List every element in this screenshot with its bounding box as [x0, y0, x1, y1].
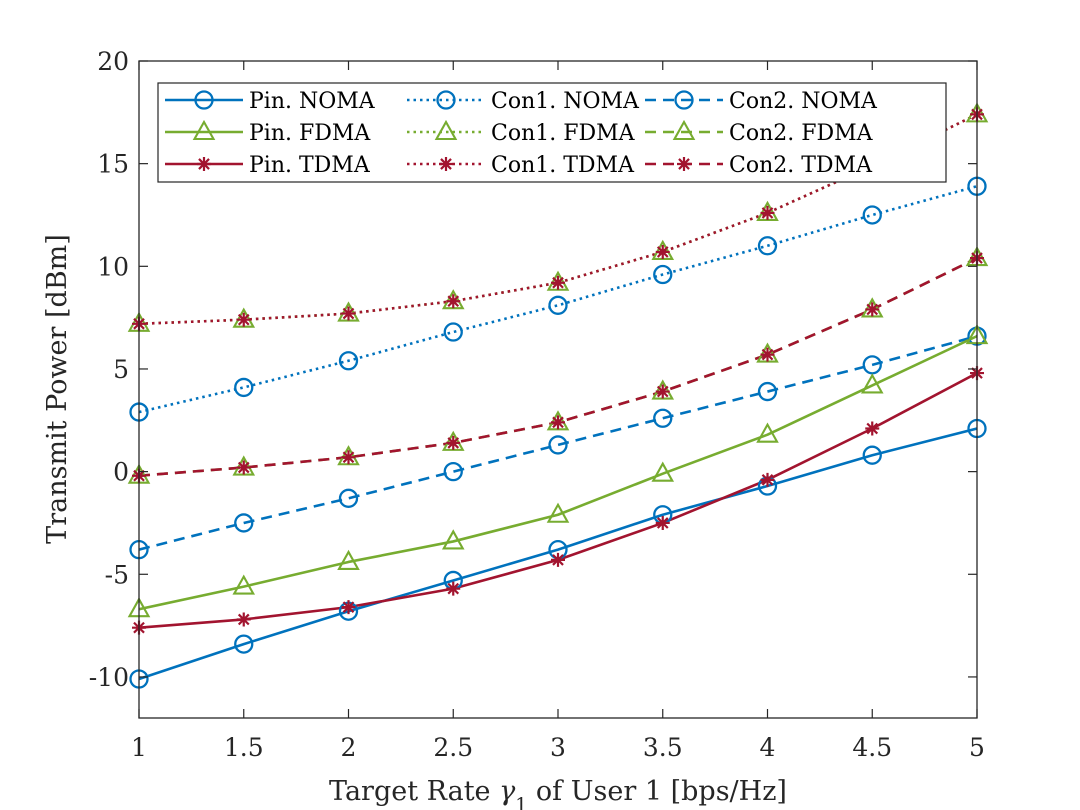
data-point-pin-tdma-1: [236, 612, 251, 627]
x-tick-label: 2: [341, 733, 357, 762]
y-axis-label: Transmit Power [dBm]: [42, 234, 73, 544]
data-point-con2-tdma-2: [341, 450, 356, 465]
data-point-con1-noma-5: [653, 264, 673, 285]
legend-label: Pin. NOMA: [249, 89, 376, 114]
data-point-con1-noma-3: [443, 322, 463, 342]
x-tick-label: 1: [131, 733, 147, 762]
data-point-pin-fdma-7: [860, 373, 884, 394]
data-point-con1-tdma-1: [236, 312, 251, 327]
data-point-con2-noma-1: [234, 513, 254, 533]
y-tick-label: 0: [113, 458, 129, 487]
legend-entry-con1-tdma: Con1. TDMA: [407, 153, 635, 178]
data-point-con2-tdma-1: [236, 460, 251, 475]
legend-marker-con2-fdma: [672, 119, 696, 141]
data-point-pin-noma-7: [862, 445, 882, 465]
legend-marker-pin-fdma: [192, 119, 216, 141]
legend-label: Con2. NOMA: [729, 89, 878, 114]
legend-label: Con2. TDMA: [729, 153, 873, 178]
legend-entry-con1-noma: Con1. NOMA: [407, 89, 640, 114]
data-point-con2-noma-5: [653, 408, 673, 428]
legend-entry-con1-fdma: Con1. FDMA: [407, 119, 636, 146]
legend-marker-pin-noma: [194, 90, 214, 110]
y-tick-label: 20: [97, 47, 129, 76]
data-point-pin-tdma-6: [760, 472, 775, 487]
series-line-pin-noma: [139, 427, 977, 681]
legend-label: Con2. FDMA: [729, 121, 874, 146]
data-point-pin-fdma-6: [756, 422, 779, 443]
data-point-con1-noma-7: [862, 205, 882, 225]
data-point-pin-tdma-2: [341, 600, 356, 615]
data-point-pin-noma-1: [234, 634, 254, 654]
data-point-pin-tdma-5: [655, 515, 670, 530]
legend: Pin. NOMA Con1. NOMA Con2. NOMA Pin. FDMA Co…: [157, 82, 947, 183]
y-tick-label: -10: [89, 663, 129, 692]
x-tick-label: 4: [760, 733, 776, 762]
x-tick-label: 4.5: [852, 733, 892, 762]
x-tick-label: 3.5: [643, 733, 683, 762]
legend-box: [157, 82, 947, 183]
data-point-con1-noma-6: [757, 236, 778, 256]
legend-marker-con1-noma: [436, 90, 456, 110]
legend-label: Pin. TDMA: [249, 153, 371, 178]
y-tick-label: 10: [97, 252, 129, 281]
y-tick-label: -5: [105, 560, 129, 589]
legend-marker-pin-tdma: [197, 157, 211, 171]
data-point-pin-fdma-3: [441, 529, 465, 550]
data-point-con2-noma-2: [338, 488, 359, 508]
data-point-con2-noma-4: [548, 435, 568, 455]
series-line-con1-noma: [139, 184, 977, 414]
legend-entry-pin-tdma: Pin. TDMA: [165, 153, 371, 178]
data-point-pin-fdma-4: [546, 502, 570, 523]
legend-entry-con2-tdma: Con2. TDMA: [645, 153, 873, 178]
data-point-con1-noma-2: [338, 351, 359, 371]
data-point-con1-tdma-4: [551, 275, 565, 290]
data-point-con2-tdma-7: [865, 302, 880, 317]
data-point-pin-tdma-4: [551, 552, 565, 567]
y-tick-label: 5: [113, 355, 129, 384]
series-line-pin-fdma: [139, 334, 977, 611]
legend-entry-con2-noma: Con2. NOMA: [645, 89, 878, 114]
data-point-con2-tdma-6: [760, 347, 775, 362]
data-point-con1-tdma-6: [760, 205, 775, 220]
data-point-pin-fdma-5: [651, 461, 675, 482]
legend-entry-con2-fdma: Con2. FDMA: [645, 119, 874, 146]
data-point-con2-tdma-5: [655, 384, 670, 399]
data-point-con2-tdma-4: [551, 415, 565, 430]
data-point-con1-tdma-2: [341, 306, 356, 321]
x-tick-label: 5: [969, 733, 985, 762]
data-point-con2-tdma-3: [446, 435, 461, 450]
legend-label: Con1. TDMA: [491, 153, 635, 178]
legend-label: Con1. FDMA: [491, 121, 636, 146]
x-tick-label: 3: [550, 733, 566, 762]
data-point-con2-noma-3: [443, 461, 463, 482]
legend-label: Con1. NOMA: [491, 89, 640, 114]
data-point-con1-tdma-5: [655, 244, 670, 259]
data-point-con1-noma-4: [548, 295, 568, 315]
data-point-con2-noma-6: [757, 381, 778, 402]
data-point-pin-tdma-7: [865, 421, 880, 436]
y-tick-label: 15: [97, 150, 129, 179]
series-line-con2-noma: [139, 334, 977, 551]
legend-marker-con1-tdma: [439, 157, 453, 171]
data-point-pin-fdma-1: [232, 574, 256, 595]
x-axis-label: Target Rate γ1 of User 1 [bps/Hz]: [329, 776, 787, 810]
legend-entry-pin-noma: Pin. NOMA: [165, 89, 376, 114]
legend-label: Pin. FDMA: [249, 121, 371, 146]
data-point-pin-fdma-2: [337, 549, 360, 571]
x-tick-label: 2.5: [433, 733, 473, 762]
legend-marker-con2-tdma: [677, 157, 691, 171]
x-tick-label: 1.5: [224, 733, 264, 762]
data-point-con1-noma-1: [234, 377, 254, 398]
data-point-pin-tdma-3: [446, 581, 461, 596]
legend-entry-pin-fdma: Pin. FDMA: [165, 119, 371, 146]
legend-marker-con2-noma: [674, 90, 694, 110]
legend-marker-con1-fdma: [434, 119, 458, 141]
data-point-con1-tdma-3: [446, 294, 461, 309]
